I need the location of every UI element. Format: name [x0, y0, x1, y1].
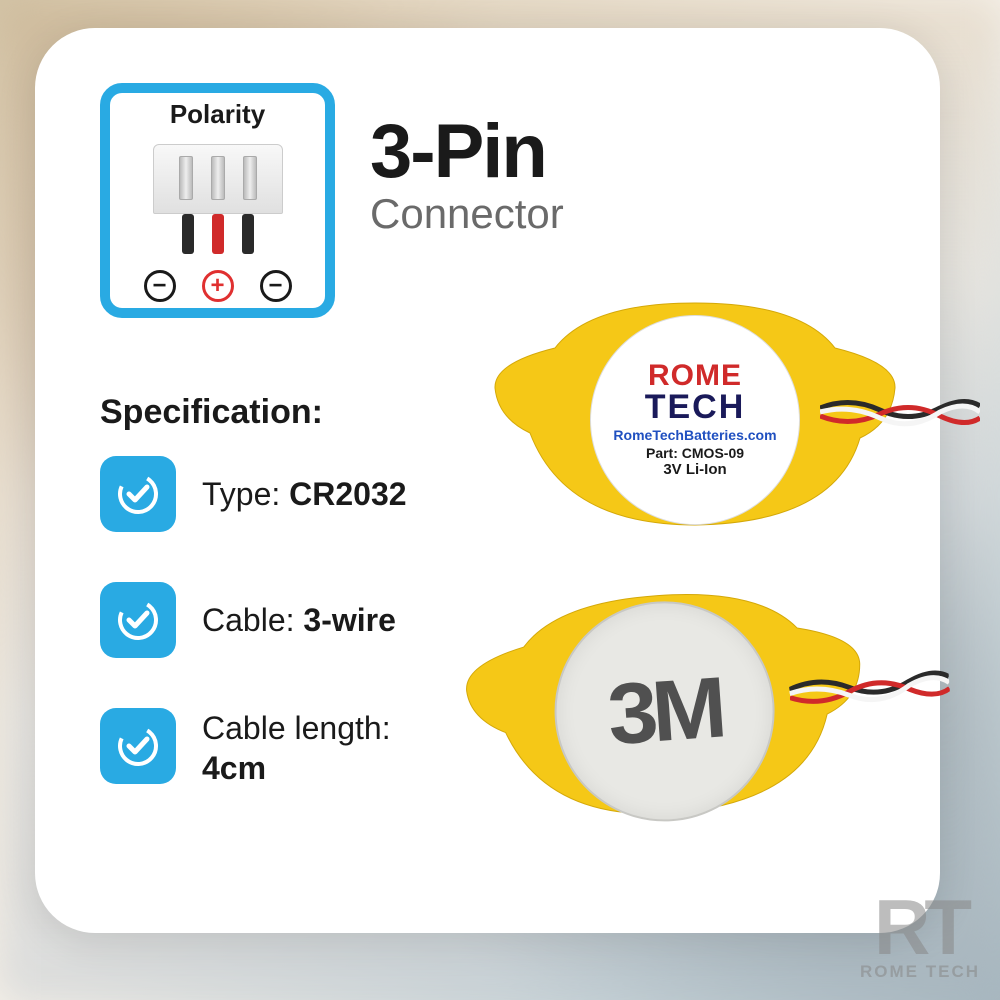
spec-value: 3-wire [303, 602, 395, 638]
polarity-symbols-row: − + − [110, 270, 325, 302]
battery-front: ROME TECH RomeTechBatteries.com Part: CM… [490, 293, 910, 533]
wire-black [182, 214, 194, 254]
connector-pins [179, 156, 257, 200]
spec-label: Cable: [202, 602, 295, 638]
pin-slot [211, 156, 225, 200]
pin-slot [243, 156, 257, 200]
3m-logo: 3M [605, 658, 724, 765]
spec-label: Cable length: [202, 710, 391, 746]
wire-black [242, 214, 254, 254]
pin-slot [179, 156, 193, 200]
spec-text: Cable: 3-wire [202, 600, 396, 640]
polarity-diagram: Polarity − + − [100, 83, 335, 318]
polarity-label: Polarity [110, 99, 325, 130]
heading-sub: Connector [370, 190, 564, 238]
brand-rome: ROME [648, 362, 742, 391]
check-circle-icon [115, 597, 161, 643]
checkmark-icon [100, 582, 176, 658]
polarity-positive-icon: + [202, 270, 234, 302]
battery-label-sticker: ROME TECH RomeTechBatteries.com Part: CM… [590, 315, 800, 525]
polarity-negative-icon: − [260, 270, 292, 302]
spec-item-cable: Cable: 3-wire [100, 582, 407, 658]
wire-tail-icon [820, 388, 980, 438]
spec-item-length: Cable length: 4cm [100, 708, 407, 788]
spec-item-type: Type: CR2032 [100, 456, 407, 532]
brand-tech: TECH [645, 391, 746, 423]
wire-tail-icon [788, 659, 951, 720]
part-prefix: Part: [646, 445, 682, 461]
connector-wires [182, 214, 254, 254]
spec-value: 4cm [202, 750, 266, 786]
corner-rt: RT [860, 898, 980, 957]
spec-value: CR2032 [289, 476, 406, 512]
polarity-negative-icon: − [144, 270, 176, 302]
spec-text: Type: CR2032 [202, 474, 407, 514]
part-line: Part: CMOS-09 [646, 445, 744, 461]
brand-url: RomeTechBatteries.com [613, 427, 776, 443]
spec-label: Type: [202, 476, 280, 512]
check-circle-icon [115, 471, 161, 517]
product-info-card: Polarity − + − 3-Pin Connector Specifica… [35, 28, 940, 933]
wire-red [212, 214, 224, 254]
voltage: 3V Li-Ion [663, 461, 726, 478]
corner-brand: ROME TECH [860, 962, 980, 982]
specification-list: Type: CR2032 Cable: 3-wire [100, 456, 407, 788]
heading-main: 3-Pin [370, 118, 564, 186]
product-heading: 3-Pin Connector [370, 118, 564, 238]
spec-text: Cable length: 4cm [202, 708, 391, 788]
battery-back: 3M [452, 569, 888, 838]
battery-illustrations: ROME TECH RomeTechBatteries.com Part: CM… [420, 293, 980, 893]
checkmark-icon [100, 708, 176, 784]
check-circle-icon [115, 723, 161, 769]
part-number: CMOS-09 [682, 445, 744, 461]
corner-watermark: RT ROME TECH [860, 898, 980, 983]
specification-heading: Specification: [100, 393, 323, 432]
checkmark-icon [100, 456, 176, 532]
connector-illustration [110, 134, 325, 244]
